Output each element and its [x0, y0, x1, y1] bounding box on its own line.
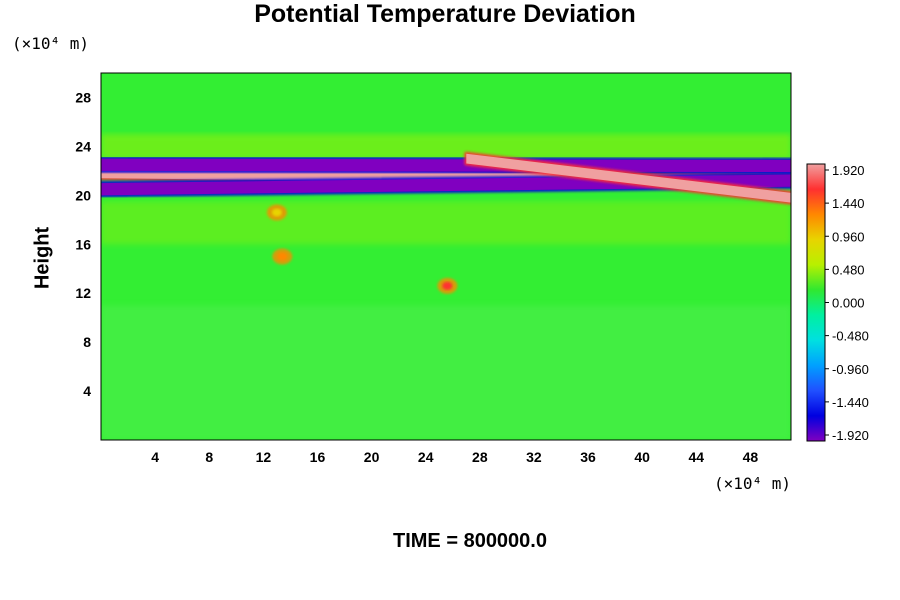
x-tick-label: 48: [743, 449, 759, 465]
plot-frame: [100, 72, 792, 441]
y-tick-label: 8: [83, 334, 91, 350]
y-tick-labels: 4 8 12 16 20 24 28: [75, 89, 91, 399]
y-tick-label: 20: [75, 187, 91, 203]
chart-title: Potential Temperature Deviation: [254, 0, 636, 28]
hot-spot: [442, 281, 453, 290]
x-tick-label: 28: [472, 449, 488, 465]
x-tick-label: 8: [205, 449, 213, 465]
colorbar-tick-label: -1.440: [832, 395, 869, 410]
x-tick-label: 20: [364, 449, 380, 465]
y-tick-label: 12: [75, 285, 91, 301]
x-tick-label: 44: [689, 449, 705, 465]
colorbar-scale: [806, 163, 826, 442]
x-tick-labels: 4 8 12 16 20 24 28 32 36 40 44 48: [151, 449, 758, 465]
lower-field-shading: [101, 305, 791, 440]
x-tick-label: 16: [310, 449, 326, 465]
colorbar-tick-label: 0.000: [832, 296, 865, 311]
time-label: TIME = 800000.0: [393, 530, 547, 552]
colorbar-tick-label: -0.480: [832, 329, 869, 344]
wave-zone-shading: [101, 134, 791, 159]
y-tick-label: 4: [83, 383, 91, 399]
positive-band: [466, 153, 791, 203]
colorbar-tick-label: 0.960: [832, 229, 865, 244]
x-tick-label: 32: [526, 449, 542, 465]
colorbar-tick-label: 0.480: [832, 262, 865, 277]
upper-field-shading: [101, 201, 791, 245]
x-tick-label: 40: [634, 449, 650, 465]
y-unit-label: (×10⁴ m): [12, 34, 90, 53]
x-tick-label: 36: [580, 449, 596, 465]
x-tick-label: 4: [151, 449, 159, 465]
hot-spot: [277, 252, 288, 261]
colorbar-tick-label: -1.920: [832, 428, 869, 443]
x-tick-label: 12: [256, 449, 272, 465]
colorbar: 1.920 1.440 0.960 0.480 0.000 -0.480 -0.960 -1.…: [806, 163, 869, 443]
y-tick-label: 28: [75, 89, 91, 105]
heatmap-field: [101, 73, 791, 440]
y-tick-label: 24: [75, 138, 91, 154]
x-tick-label: 24: [418, 449, 434, 465]
negative-band: [101, 158, 791, 173]
y-tick-label: 16: [75, 236, 91, 252]
colorbar-tick-label: 1.440: [832, 196, 865, 211]
colorbar-tick-label: -0.960: [832, 362, 869, 377]
colorbar-tick-label: 1.920: [832, 163, 865, 178]
x-unit-label: (×10⁴ m): [714, 474, 792, 493]
hot-spot: [271, 208, 282, 217]
